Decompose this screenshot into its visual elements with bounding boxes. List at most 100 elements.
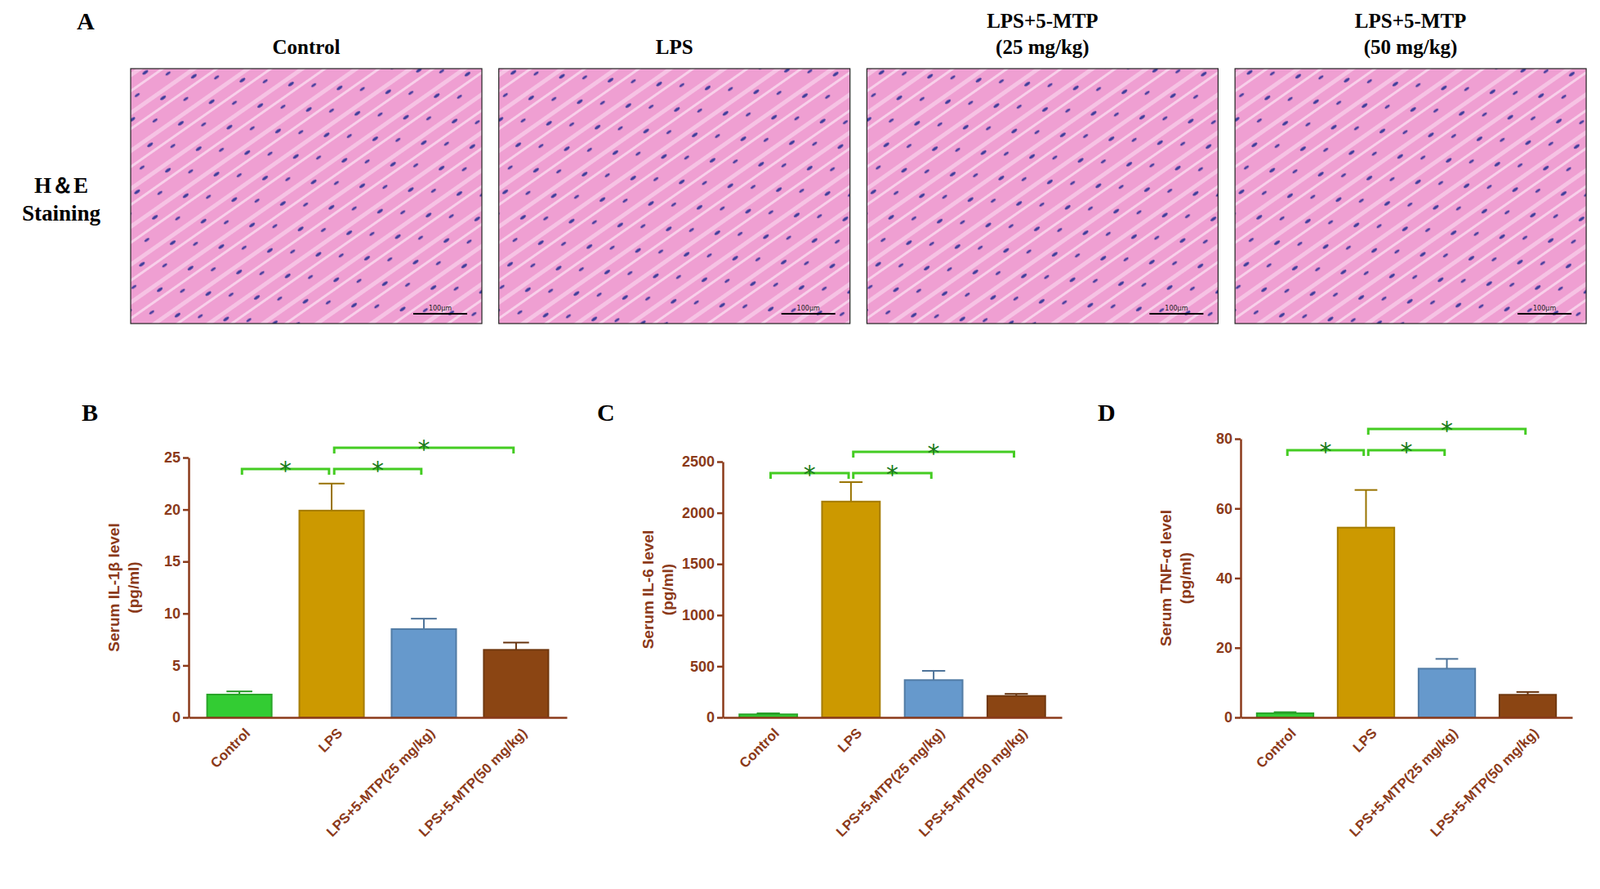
bar	[821, 501, 880, 718]
figure: ABCDH＆EStaining100μmControl100μmLPS100μm…	[0, 0, 1600, 889]
x-tick: LPS+5-MTP(25 mg/kg)	[323, 717, 438, 840]
tick-label: 5	[172, 657, 181, 674]
tick-label: 0	[1224, 708, 1233, 726]
tick-label: 10	[164, 605, 181, 622]
tick-label: LPS	[315, 725, 346, 756]
tick-label: 500	[690, 658, 715, 675]
panel-label: C	[597, 398, 616, 426]
tick-mark	[717, 716, 723, 719]
tick-label: 20	[164, 501, 181, 518]
x-tick: LPS+5-MTP(50 mg/kg)	[415, 717, 531, 840]
x-axis: ControlLPSLPS+5-MTP(25 mg/kg)LPS+5-MTP(5…	[723, 717, 1063, 840]
histology-image: 100μm	[866, 68, 1218, 324]
significance-label: *	[279, 455, 292, 485]
error-cap	[318, 482, 345, 485]
image-area	[866, 68, 1218, 324]
error-cap	[410, 617, 437, 620]
y-tick: 40	[1216, 570, 1241, 587]
tick-label: 60	[1216, 500, 1233, 517]
histology-image: 100μm	[130, 68, 482, 324]
tick-mark	[717, 614, 723, 617]
tick-mark	[182, 456, 189, 460]
error-bar	[423, 618, 425, 629]
panel-label: D	[1097, 398, 1116, 426]
error-cap	[503, 641, 530, 643]
scale-bar-label: 100μm	[428, 304, 452, 312]
tick-label: 0	[172, 708, 181, 726]
y-axis-title: (pg/ml)	[1176, 552, 1195, 604]
bar-chart: 020406080ControlLPSLPS+5-MTP(25 mg/kg)LP…	[1157, 415, 1574, 840]
tick-mark	[1234, 716, 1241, 719]
y-axis: 020406080	[1216, 430, 1242, 726]
tick-label: LPS	[1350, 725, 1381, 756]
tick-label: 15	[164, 552, 181, 570]
tick-label: LPS+5-MTP(25 mg/kg)	[323, 725, 438, 840]
y-tick: 80	[1216, 430, 1241, 447]
plot-area	[739, 481, 1046, 718]
error-bar	[1364, 490, 1367, 528]
tick-label: Control	[207, 725, 254, 772]
tick-label: 2000	[681, 504, 715, 522]
y-tick: 500	[690, 658, 723, 675]
bar	[1256, 713, 1314, 718]
bar	[299, 510, 365, 718]
error-cap	[226, 690, 253, 692]
y-tick: 2500	[681, 453, 723, 470]
tick-mark	[1234, 437, 1241, 441]
tick-mark	[717, 512, 723, 515]
tick-mark	[717, 562, 723, 566]
x-axis: ControlLPSLPS+5-MTP(25 mg/kg)LPS+5-MTP(5…	[1241, 717, 1574, 840]
error-bar	[850, 481, 852, 502]
axis-line	[723, 716, 1063, 719]
error-cap	[1516, 690, 1540, 693]
y-axis-title: Serum IL-1β level	[105, 522, 123, 651]
tick-label: 1000	[681, 606, 715, 624]
significance-label: *	[371, 455, 384, 485]
error-cap	[1435, 657, 1459, 660]
histology-image: 100μm	[1234, 68, 1587, 324]
panel-label: A	[76, 7, 95, 35]
bar	[391, 628, 456, 718]
x-axis: Control LPSLPS+5-MTP(25 mg/kg)LPS+5-MTP(5…	[189, 717, 568, 840]
bar	[1499, 694, 1556, 718]
image-title: Control	[272, 35, 341, 58]
y-axis: 05001000150020002500	[681, 453, 724, 726]
bar	[1337, 527, 1395, 718]
significance-label: *	[1319, 436, 1332, 466]
image-area	[1234, 68, 1587, 324]
significance-label: *	[1440, 415, 1453, 445]
axis-line	[189, 716, 568, 719]
bar	[483, 649, 549, 718]
scale-bar-label: 100μm	[1164, 304, 1188, 312]
tick-label: 80	[1216, 430, 1233, 447]
row-label: Staining	[22, 200, 102, 226]
x-tick: LPS+5-MTP(50 mg/kg)	[1427, 717, 1543, 840]
image-title: (25 mg/kg)	[995, 35, 1090, 59]
error-bar	[932, 670, 935, 680]
tick-label: LPS+5-MTP(50 mg/kg)	[915, 725, 1030, 840]
panel-label: B	[81, 398, 99, 426]
significance-bracket: *	[334, 455, 422, 485]
y-tick: 2000	[681, 504, 723, 522]
significance-bracket: *	[853, 438, 1015, 468]
bar	[207, 694, 272, 718]
y-tick: 10	[164, 605, 189, 622]
plot-area	[207, 483, 549, 718]
x-tick: LPS	[315, 717, 346, 756]
significance-label: *	[886, 459, 899, 489]
y-tick: 0	[1224, 708, 1241, 726]
error-bar	[1446, 658, 1449, 669]
x-tick: Control	[207, 717, 254, 772]
significance-bracket: *	[1287, 436, 1364, 466]
y-axis-title: (pg/ml)	[659, 563, 677, 616]
significance-label: *	[927, 438, 941, 468]
image-area	[499, 68, 851, 324]
image-title: LPS	[655, 35, 694, 58]
axis-line	[1241, 716, 1574, 719]
tick-label: Control	[1252, 725, 1299, 772]
significance-label: *	[417, 434, 430, 464]
x-tick: LPS+5-MTP(50 mg/kg)	[915, 717, 1030, 840]
image-title: (50 mg/kg)	[1363, 35, 1458, 59]
scale-bar	[1517, 312, 1572, 315]
significance-bracket: *	[853, 459, 932, 489]
